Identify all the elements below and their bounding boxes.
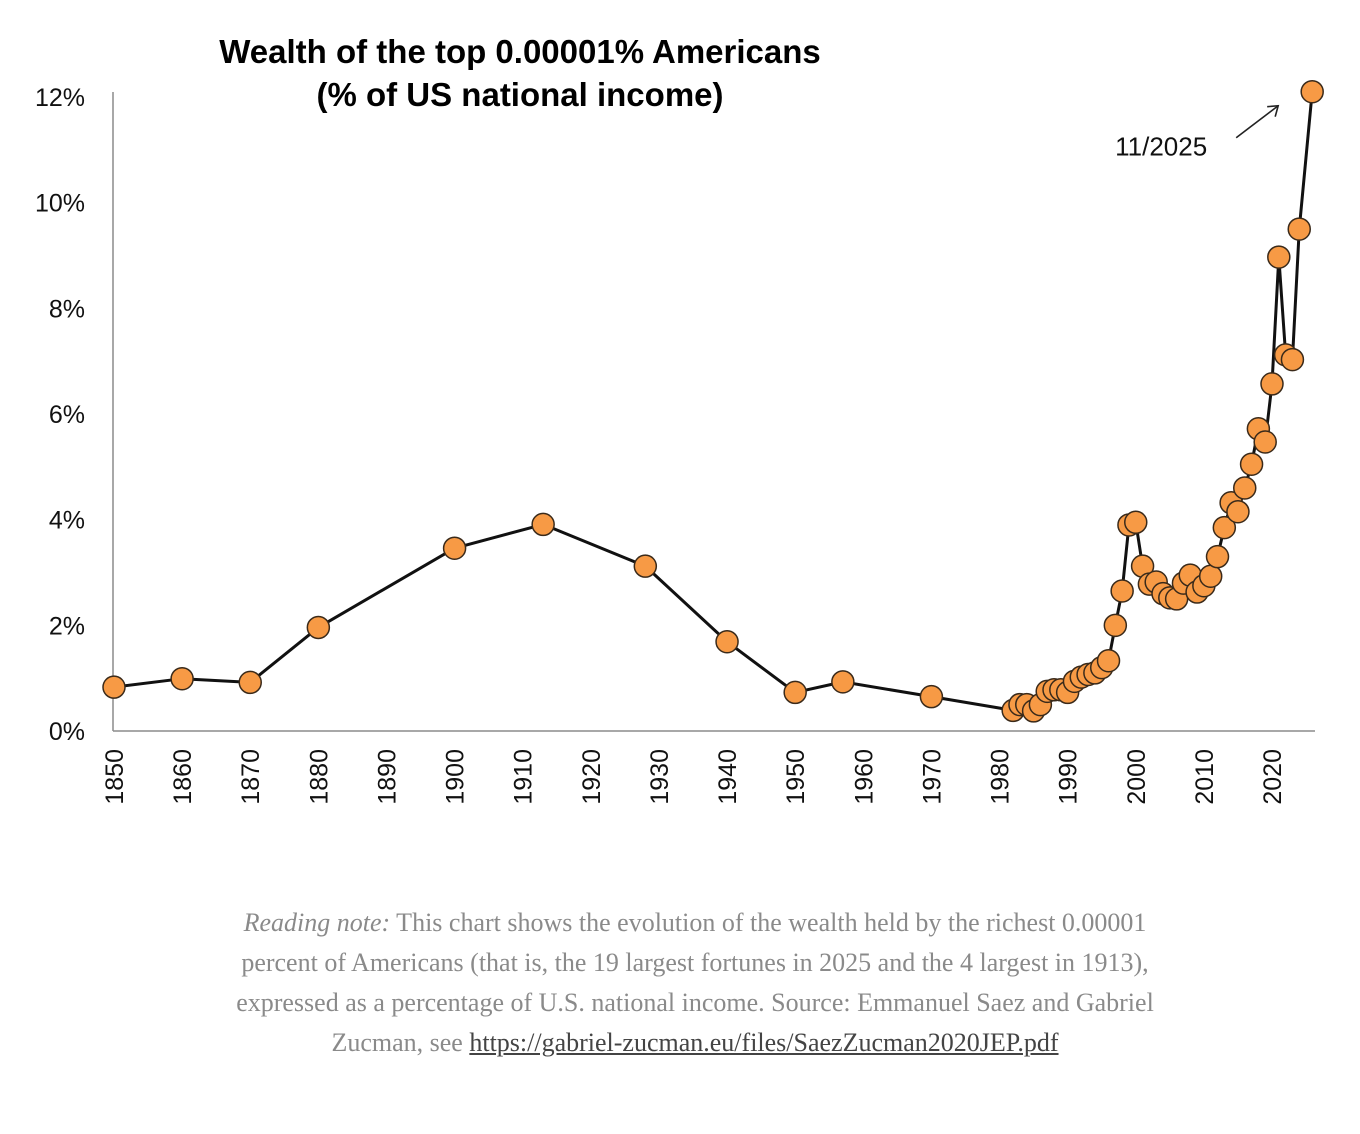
data-point (1300, 79, 1324, 104)
data-point (919, 684, 944, 709)
data-point (715, 629, 739, 654)
annotation-arrowhead (1267, 104, 1280, 117)
data-point (1110, 579, 1134, 603)
x-tick-label: 1930 (646, 749, 674, 805)
data-point (306, 615, 331, 640)
data-point (1096, 648, 1121, 673)
y-tick-label: 10% (35, 190, 85, 218)
y-tick-label: 4% (49, 507, 85, 535)
data-point (1124, 510, 1148, 535)
x-tick-label: 1950 (782, 749, 810, 805)
data-point (831, 670, 855, 694)
x-tick-label: 1910 (510, 749, 538, 805)
y-tick-label: 8% (49, 295, 85, 323)
data-point (531, 512, 555, 537)
x-tick-label: 2010 (1191, 749, 1219, 805)
x-tick-label: 2000 (1123, 749, 1151, 805)
data-point (1226, 499, 1250, 524)
data-point (170, 666, 194, 691)
data-point (1260, 372, 1284, 396)
chart-title-line-1: Wealth of the top 0.00001% Americans (219, 33, 821, 70)
data-point (1233, 476, 1257, 500)
x-tick-label: 1880 (305, 749, 333, 805)
x-tick-label: 1980 (987, 749, 1015, 805)
caption-lead: Reading note: (243, 908, 391, 937)
y-tick-label: 6% (49, 401, 85, 429)
data-point (783, 680, 807, 705)
source-link[interactable]: https://gabriel-zucman.eu/files/SaezZucm… (469, 1028, 1059, 1057)
x-tick-labels: 1850 1860 1870 1880 1890 1900 1910 1920 1930 1940… (101, 749, 1287, 805)
x-tick-label: 1970 (918, 749, 946, 805)
data-point (442, 536, 467, 560)
data-point (1253, 430, 1277, 454)
annotation-arrow (1235, 105, 1279, 139)
x-tick-label: 1990 (1055, 749, 1083, 805)
data-point (1212, 515, 1237, 540)
annotations: 11/2025 (1115, 104, 1280, 162)
y-tick-labels: 0% 2% 4% 6% 8% 10% 12% (35, 84, 85, 746)
caption-body: This chart shows the evolution of the we… (236, 908, 1154, 1057)
x-tick-label: 1870 (237, 749, 265, 805)
data-point (1103, 613, 1128, 638)
x-tick-label: 1860 (169, 749, 197, 805)
reading-note-caption: Reading note: This chart shows the evolu… (205, 903, 1185, 1063)
chart-title: Wealth of the top 0.00001% Americans (% … (219, 33, 821, 113)
x-tick-label: 2020 (1259, 749, 1287, 805)
data-point (102, 675, 126, 699)
y-tick-label: 12% (35, 84, 85, 112)
data-point (1267, 245, 1291, 269)
x-tick-label: 1890 (373, 749, 401, 805)
data-point (1198, 564, 1223, 588)
data-point (1205, 544, 1230, 569)
series-line (113, 91, 1314, 713)
x-tick-label: 1900 (442, 749, 470, 805)
annotation-label: 11/2025 (1115, 132, 1207, 162)
x-tick-label: 1920 (578, 749, 606, 805)
data-point (633, 554, 658, 578)
data-point (1287, 217, 1311, 241)
chart-title-line-2: (% of US national income) (316, 76, 723, 113)
data-point (1239, 452, 1264, 476)
data-point (238, 670, 262, 695)
y-tick-label: 0% (49, 718, 85, 746)
y-tick-label: 2% (49, 612, 85, 640)
chart: Wealth of the top 0.00001% Americans (% … (35, 33, 1324, 805)
x-tick-label: 1960 (850, 749, 878, 805)
series-markers (102, 79, 1324, 723)
x-tick-label: 1850 (101, 749, 129, 805)
data-point (1280, 347, 1305, 372)
x-tick-label: 1940 (714, 749, 742, 805)
